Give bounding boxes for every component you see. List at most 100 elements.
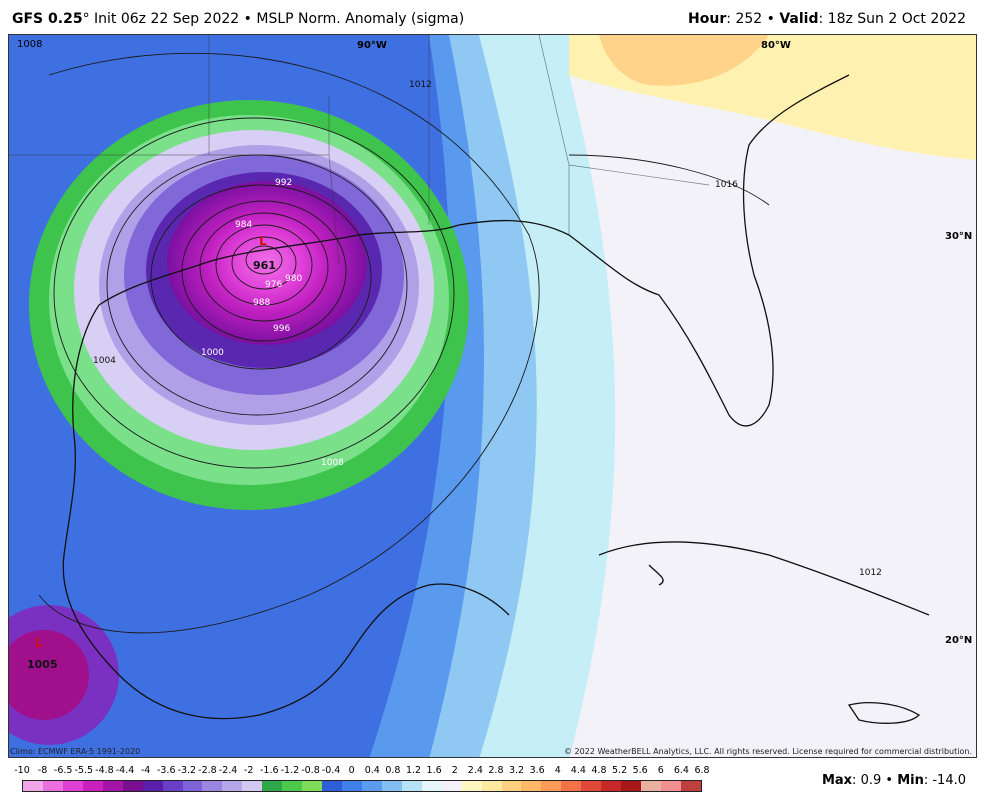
- colorbar-swatch: [481, 781, 502, 791]
- header-title: GFS 0.25° Init 06z 22 Sep 2022 • MSLP No…: [12, 11, 465, 27]
- isobar-label: 1008: [321, 458, 344, 468]
- lon-80-label: 80°W: [761, 40, 791, 51]
- colorbar-tick-label: -4.8: [95, 765, 114, 776]
- colorbar-tick-label: -2.8: [198, 765, 217, 776]
- lat-20-label: 20°N: [945, 635, 972, 646]
- lat-30-label: 30°N: [945, 231, 972, 242]
- colorbar-swatch: [342, 781, 362, 791]
- colorbar-swatch: [182, 781, 203, 791]
- colorbar-swatch: [621, 781, 642, 791]
- colorbar-tick-label: -2.4: [218, 765, 238, 776]
- low-center-value: 961: [253, 259, 276, 272]
- colorbar-tick-label: -1.6: [259, 765, 279, 776]
- map-header: GFS 0.25° Init 06z 22 Sep 2022 • MSLP No…: [0, 0, 984, 34]
- colorbar-tick-label: 0.8: [385, 765, 401, 776]
- warm-anomaly-core: [599, 35, 769, 86]
- corner-isobar-label: 1008: [17, 39, 42, 50]
- colorbar-tick-label: 4.8: [591, 765, 607, 776]
- isobar-label: 992: [275, 178, 292, 188]
- colorbar-tick-label: -5.5: [74, 765, 94, 776]
- colorbar-swatch: [262, 781, 283, 791]
- colorbar-tick-label: 5.6: [632, 765, 648, 776]
- isobar-label: 1012: [409, 80, 432, 90]
- colorbar-swatch: [461, 781, 482, 791]
- colorbar-swatch: [641, 781, 661, 791]
- isobar-label: 976: [265, 280, 282, 290]
- colorbar-swatch: [222, 781, 243, 791]
- valid-time: 18z Sun 2 Oct 2022: [827, 11, 966, 27]
- colorbar-ticks: -10 -8 -6.5 -5.5 -4.8 -4.4 -4 -3.6 -3.2 -2.8 -2.4-…: [0, 765, 720, 779]
- colorbar-tick-label: -8: [37, 765, 48, 776]
- state-boundaries: [9, 35, 710, 266]
- product-name: MSLP Norm. Anomaly (sigma): [256, 11, 465, 27]
- colorbar-tick-label: -1.2: [280, 765, 300, 776]
- colorbar-swatch: [62, 781, 83, 791]
- isobar-label: 1016: [715, 180, 738, 190]
- isobar-label: 1000: [201, 348, 224, 358]
- colorbar-tick-label: -2: [243, 765, 254, 776]
- isobar-label: 1012: [859, 568, 882, 578]
- colorbar-tick-label: 4.4: [570, 765, 586, 776]
- colorbar-swatch: [302, 781, 323, 791]
- colorbar-swatch: [381, 781, 402, 791]
- colorbar-tick-label: 6: [657, 765, 664, 776]
- colorbar-tick-label: -4: [140, 765, 151, 776]
- header-valid: Hour: 252 • Valid: 18z Sun 2 Oct 2022: [688, 11, 966, 27]
- colorbar-swatch: [282, 781, 303, 791]
- isobar-labels: 992 984 976 980 988 996 1000 1004 1008 1…: [93, 80, 882, 578]
- isobar-label: 984: [235, 220, 252, 230]
- colorbar-tick-label: 1.6: [426, 765, 442, 776]
- colorbar-swatch: [521, 781, 542, 791]
- colorbar-swatch: [122, 781, 143, 791]
- colorbar-tick-label: -6.5: [53, 765, 73, 776]
- colorbar-swatch: [541, 781, 562, 791]
- colorbar-tick-label: 3.6: [529, 765, 545, 776]
- colorbar-tick-label: -0.8: [301, 765, 320, 776]
- colorbar-tick-label: 3.2: [508, 765, 525, 776]
- colorbar-swatch: [42, 781, 63, 791]
- colorbar-tick-label: -10: [14, 765, 30, 776]
- colorbar-swatch: [601, 781, 622, 791]
- copyright-credit: © 2022 WeatherBELL Analytics, LLC. All r…: [564, 747, 972, 756]
- climo-credit: Climo: ECMWF ERA-5 1991-2020: [10, 747, 141, 756]
- colorbar-swatch: [322, 781, 342, 791]
- model-name: GFS 0.25: [12, 11, 83, 27]
- colorbar-tick-label: -0.4: [321, 765, 341, 776]
- min-value: -14.0: [932, 773, 966, 788]
- colorbar-swatch: [561, 781, 582, 791]
- sw-low-value: 1005: [27, 658, 58, 671]
- max-value: 0.9: [860, 773, 882, 788]
- low-marker-icon: L: [259, 234, 267, 248]
- init-time: Init 06z 22 Sep 2022: [94, 11, 240, 27]
- coastlines: [62, 74, 930, 724]
- hour-value: 252: [735, 11, 763, 27]
- colorbar-tick-label: 6.8: [694, 765, 710, 776]
- colorbar-tick-label: 6.4: [673, 765, 689, 776]
- colorbar-swatch: [421, 781, 442, 791]
- colorbar-tick-label: 5.2: [612, 765, 628, 776]
- colorbar-tick-label: 2.4: [467, 765, 483, 776]
- colorbar-swatch: [102, 781, 123, 791]
- colorbar-swatch: [501, 781, 522, 791]
- colorbar-swatch: [242, 781, 263, 791]
- isobar-label: 980: [285, 274, 302, 284]
- colorbar-swatch: [441, 781, 462, 791]
- colorbar-swatch: [361, 781, 382, 791]
- colorbar-tick-label: 2: [451, 765, 458, 776]
- colorbar-swatch: [82, 781, 103, 791]
- colorbar-tick-label: 0.4: [364, 765, 380, 776]
- sw-low-core: [9, 630, 89, 720]
- colorbar-swatch: [401, 781, 422, 791]
- map-svg: 90°W 80°W 30°N 20°N 1008 961 L 1005 L 99…: [9, 35, 976, 757]
- max-min-readout: Max: 0.9 • Min: -14.0: [821, 773, 966, 788]
- colorbar-tick-label: 2.8: [488, 765, 504, 776]
- colorbar-swatch: [680, 781, 701, 791]
- colorbar: [22, 780, 702, 792]
- colorbar-tick-label: -3.6: [156, 765, 176, 776]
- colorbar-tick-label: -4.4: [115, 765, 135, 776]
- colorbar-tick-label: 4: [554, 765, 561, 776]
- isobar-label: 988: [253, 298, 270, 308]
- max-label: Max: [821, 773, 853, 788]
- colorbar-swatch: [581, 781, 602, 791]
- valid-label: Valid: [779, 11, 819, 27]
